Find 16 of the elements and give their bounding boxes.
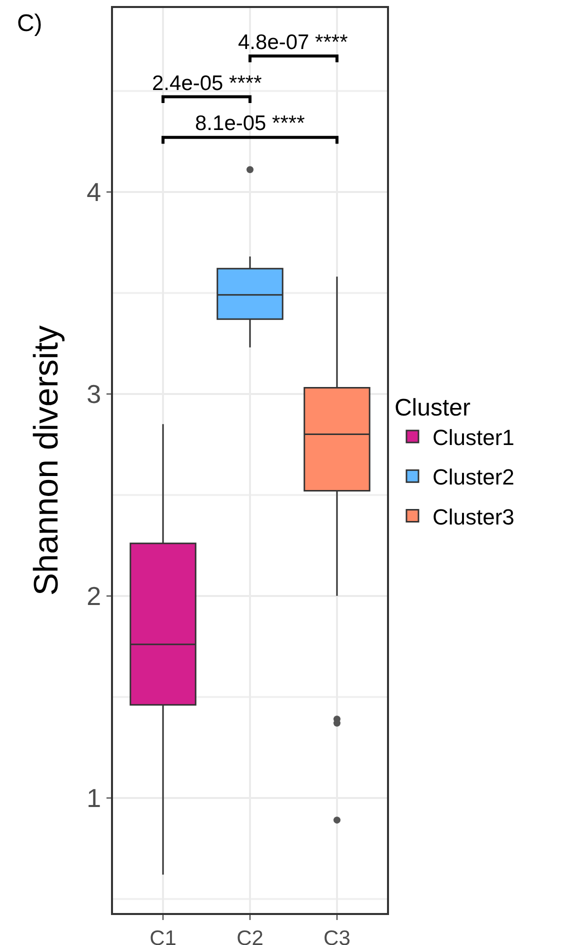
chart-title: C): [16, 10, 42, 37]
y-axis-title: Shannon diversity: [28, 325, 66, 596]
annotation: 8.1e-05 ****: [195, 112, 305, 135]
legend-label: Cluster3: [432, 504, 514, 530]
x-tick-label: C1: [150, 926, 176, 945]
y-tick-label: 2: [86, 580, 102, 611]
legend-label: Cluster1: [432, 425, 514, 450]
y-tick-label: 4: [86, 176, 102, 207]
annotation: 4.8e-07 ****: [238, 31, 348, 54]
annotation: 2.4e-05 ****: [152, 72, 262, 95]
x-tick-label: C3: [324, 926, 350, 945]
legend-label: Cluster2: [432, 464, 514, 490]
y-tick-label: 3: [86, 378, 102, 409]
x-tick-label: C2: [236, 926, 264, 945]
legend-title: Cluster: [394, 394, 471, 422]
y-tick-label: 1: [86, 782, 102, 813]
